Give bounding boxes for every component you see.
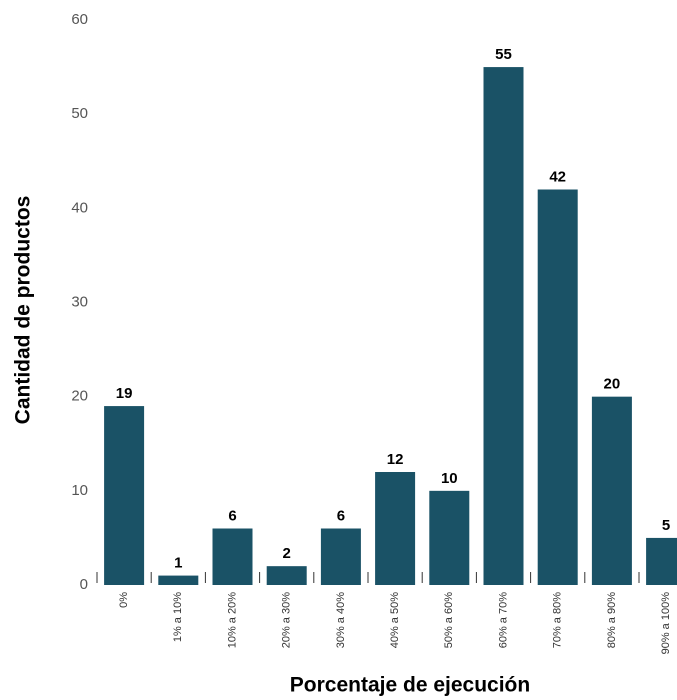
x-tick-label: 0% <box>118 592 130 608</box>
x-axis-title: Porcentaje de ejecución <box>290 674 530 697</box>
bar <box>158 575 199 585</box>
value-label: 6 <box>228 507 236 524</box>
x-tick-label: 30% a 40% <box>335 592 347 648</box>
value-label: 42 <box>549 168 566 185</box>
y-tick-label: 50 <box>71 105 88 122</box>
bar <box>537 189 578 585</box>
bar <box>429 490 470 585</box>
value-label: 2 <box>283 545 291 562</box>
x-tick-label: 80% a 90% <box>606 592 618 648</box>
bar <box>266 566 307 585</box>
y-tick-label: 30 <box>71 293 88 310</box>
x-tick-label: 40% a 50% <box>389 592 401 648</box>
bar <box>212 528 253 585</box>
x-tick-label: 60% a 70% <box>497 592 509 648</box>
bar <box>483 67 524 586</box>
x-tick-label: 10% a 20% <box>226 592 238 648</box>
bar <box>646 537 677 585</box>
value-label: 12 <box>387 451 404 468</box>
y-tick-label: 60 <box>71 11 88 28</box>
x-tick-label: 50% a 60% <box>443 592 455 648</box>
bar <box>375 472 416 585</box>
bar <box>320 528 361 585</box>
value-label: 10 <box>441 470 458 487</box>
value-label: 1 <box>174 555 182 572</box>
value-label: 6 <box>337 507 345 524</box>
y-tick-label: 10 <box>71 482 88 499</box>
y-tick-label: 40 <box>71 199 88 216</box>
value-label: 55 <box>495 46 512 63</box>
value-label: 5 <box>662 517 670 534</box>
y-tick-label: 0 <box>80 576 88 593</box>
bar <box>591 396 632 585</box>
y-axis-title: Cantidad de productos <box>12 196 35 425</box>
x-tick-label: 70% a 80% <box>552 592 564 648</box>
value-label: 20 <box>604 376 621 393</box>
x-tick-label: 1% a 10% <box>172 592 184 642</box>
x-tick-label: 20% a 30% <box>281 592 293 648</box>
x-tick-label: 90% a 100% <box>660 592 672 655</box>
bar <box>104 406 145 585</box>
y-tick-label: 20 <box>71 388 88 405</box>
value-label: 19 <box>116 385 133 402</box>
